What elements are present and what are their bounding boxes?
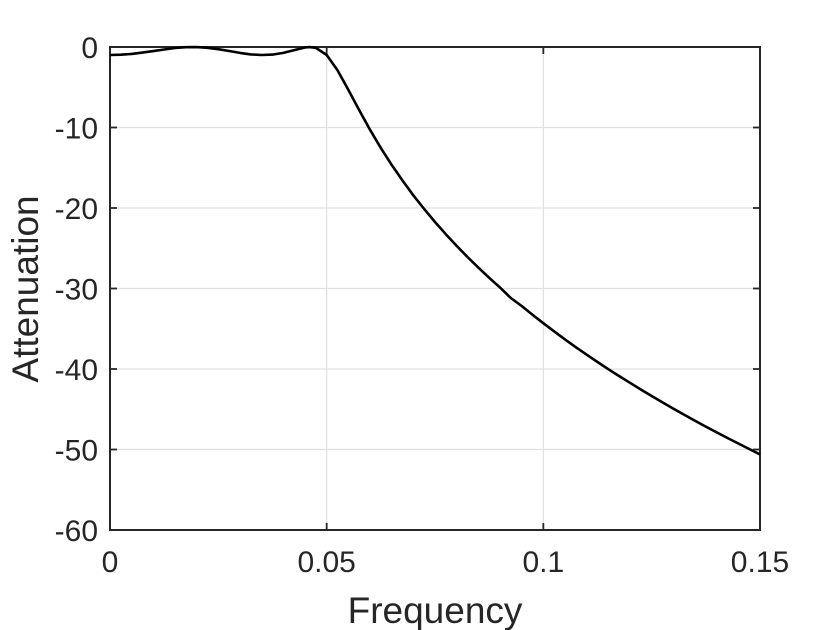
x-tick-label: 0.1	[522, 546, 564, 579]
attenuation-response-curve	[109, 45, 761, 456]
x-tick-label: 0	[102, 546, 119, 579]
x-tick-label: 0.15	[731, 546, 789, 579]
x-tick-label: 0.05	[297, 546, 355, 579]
y-tick-label: 0	[81, 32, 98, 65]
y-tick-label: -40	[55, 354, 98, 387]
y-tick-label: -50	[55, 435, 98, 468]
y-axis-label: Attenuation	[5, 195, 46, 383]
y-tick-label: -20	[55, 193, 98, 226]
y-tick-label: -10	[55, 113, 98, 146]
y-tick-label: -30	[55, 274, 98, 307]
x-axis-label: Frequency	[347, 590, 523, 630]
y-tick-label: -60	[55, 515, 98, 548]
